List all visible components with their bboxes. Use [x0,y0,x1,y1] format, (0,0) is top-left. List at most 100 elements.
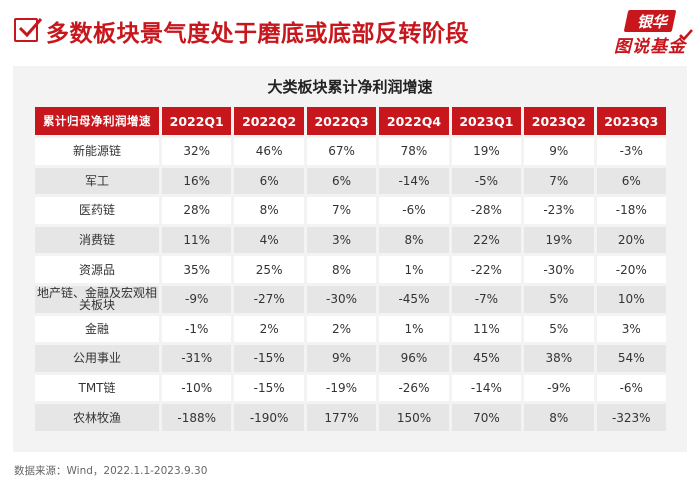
table-header-row: 累计归母净利润增速 2022Q1 2022Q2 2022Q3 2022Q4 20… [35,107,666,135]
table-cell: 8% [234,197,304,224]
table-cell: 9% [306,345,377,372]
table-cell: -23% [524,197,594,224]
table-panel: 大类板块累计净利润增速 累计归母净利润增速 2022Q1 2022Q2 2022… [13,66,687,452]
table-cell: -18% [596,197,666,224]
table-cell: 46% [234,138,304,165]
table-cell: -15% [234,345,304,372]
table-cell: 11% [451,315,522,343]
table-cell: -1% [162,315,232,343]
table-cell: -6% [379,197,449,224]
table-cell: -22% [451,256,522,283]
table-cell: -14% [451,374,522,402]
table-cell: -6% [596,374,666,402]
logo-check-icon [679,29,693,41]
table-cell: 8% [379,226,449,254]
table-cell: 6% [306,167,377,195]
table-row: 医药链 28% 8% 7% -6% -28% -23% -18% [35,197,666,224]
table-cell: -28% [451,197,522,224]
table-cell: 20% [596,226,666,254]
checkbox-icon [14,18,43,42]
table-cell: 10% [596,285,666,313]
table-cell: -19% [306,374,377,402]
row-label: 金融 [35,315,159,343]
table-cell: -3% [596,138,666,165]
profit-growth-table: 累计归母净利润增速 2022Q1 2022Q2 2022Q3 2022Q4 20… [32,104,669,434]
table-cell: 8% [306,256,377,283]
table-cell: -30% [306,285,377,313]
table-row: 公用事业 -31% -15% 9% 96% 45% 38% 54% [35,345,666,372]
table-cell: 70% [451,404,522,431]
table-cell: 32% [162,138,232,165]
page-header: 多数板块景气度处于磨底或底部反转阶段 银华 图说基金 [0,0,700,62]
table-cell: -7% [451,285,522,313]
table-cell: -9% [162,285,232,313]
table-cell: -31% [162,345,232,372]
table-cell: -323% [596,404,666,431]
table-cell: 96% [379,345,449,372]
table-cell: 6% [596,167,666,195]
page-title: 多数板块景气度处于磨底或底部反转阶段 [46,21,469,47]
table-cell: -10% [162,374,232,402]
table-cell: 2% [306,315,377,343]
row-label: 军工 [35,167,159,195]
table-row: 新能源链 32% 46% 67% 78% 19% 9% -3% [35,138,666,165]
table-cell: 38% [524,345,594,372]
table-row: TMT链 -10% -15% -19% -26% -14% -9% -6% [35,374,666,402]
row-label: TMT链 [35,374,159,402]
table-row: 消费链 11% 4% 3% 8% 22% 19% 20% [35,226,666,254]
column-header: 2022Q3 [306,107,377,135]
table-cell: 1% [379,256,449,283]
table-cell: 3% [596,315,666,343]
column-header: 2023Q1 [451,107,522,135]
table-cell: 8% [524,404,594,431]
table-cell: -9% [524,374,594,402]
column-header: 2022Q1 [162,107,232,135]
column-header: 2023Q2 [524,107,594,135]
table-cell: 5% [524,315,594,343]
table-cell: 9% [524,138,594,165]
table-cell: 45% [451,345,522,372]
table-cell: -15% [234,374,304,402]
brand-logo: 银华 图说基金 [600,6,694,57]
column-header: 2022Q2 [234,107,304,135]
table-cell: -14% [379,167,449,195]
table-cell: 177% [306,404,377,431]
row-label: 资源品 [35,256,159,283]
table-cell: 16% [162,167,232,195]
table-cell: 28% [162,197,232,224]
row-label: 地产链、金融及宏观相关板块 [35,285,159,313]
corner-header: 累计归母净利润增速 [35,107,159,135]
column-header: 2022Q4 [379,107,449,135]
table-cell: 67% [306,138,377,165]
table-cell: 5% [524,285,594,313]
table-cell: 6% [234,167,304,195]
row-label: 消费链 [35,226,159,254]
column-header: 2023Q3 [596,107,666,135]
table-title: 大类板块累计净利润增速 [267,78,433,96]
logo-top-text: 银华 [636,13,667,31]
row-label: 医药链 [35,197,159,224]
table-cell: 1% [379,315,449,343]
row-label: 农林牧渔 [35,404,159,431]
row-label: 公用事业 [35,345,159,372]
table-cell: 25% [234,256,304,283]
table-cell: -30% [524,256,594,283]
logo-bottom-text: 图说基金 [614,37,686,57]
table-row: 资源品 35% 25% 8% 1% -22% -30% -20% [35,256,666,283]
table-cell: 7% [524,167,594,195]
table-cell: 3% [306,226,377,254]
table-row: 金融 -1% 2% 2% 1% 11% 5% 3% [35,315,666,343]
table-cell: 19% [524,226,594,254]
table-cell: 78% [379,138,449,165]
table-cell: 4% [234,226,304,254]
table-row: 地产链、金融及宏观相关板块 -9% -27% -30% -45% -7% 5% 10% [35,285,666,313]
table-cell: 22% [451,226,522,254]
table-cell: -45% [379,285,449,313]
table-cell: 2% [234,315,304,343]
table-row: 军工 16% 6% 6% -14% -5% 7% 6% [35,167,666,195]
table-cell: 54% [596,345,666,372]
table-cell: 35% [162,256,232,283]
row-label: 新能源链 [35,138,159,165]
table-cell: -26% [379,374,449,402]
data-source-note: 数据来源：Wind，2022.1.1-2023.9.30 [14,465,208,477]
